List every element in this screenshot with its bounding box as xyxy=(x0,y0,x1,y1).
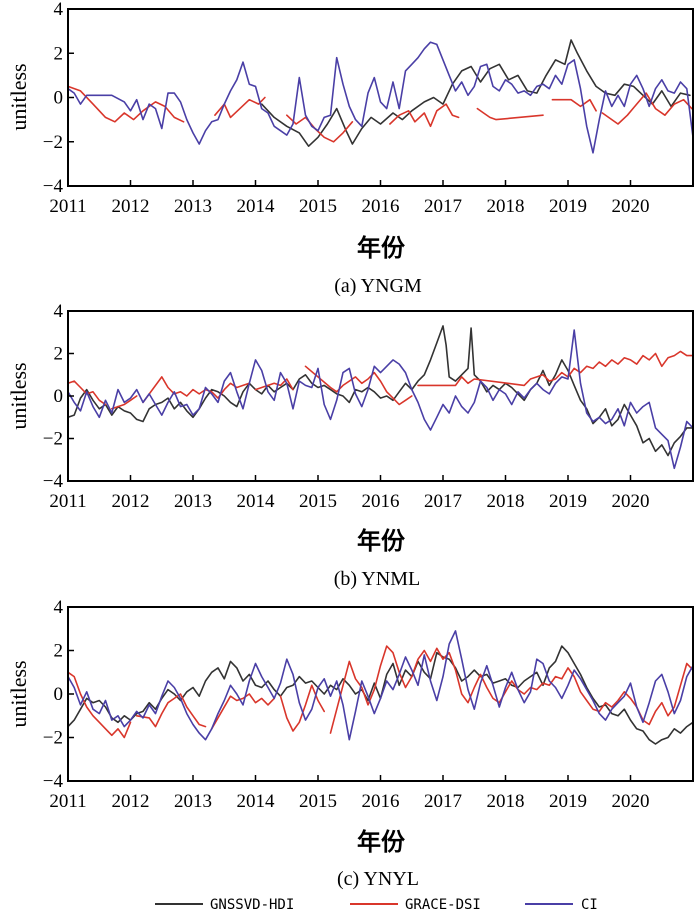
panel-b-xtick-label: 2012 xyxy=(112,491,150,512)
panel-a-ylabel: unitless xyxy=(6,63,31,130)
panel-b-caption: (b) YNML xyxy=(334,568,420,590)
panel-b-xtick-label: 2019 xyxy=(549,491,587,512)
panel-b-xtick-label: 2020 xyxy=(612,491,650,512)
panel-c-xtick-label: 2013 xyxy=(174,791,212,812)
panel-a-xlabel: 年份 xyxy=(357,234,406,262)
panel-a-xtick-label: 2014 xyxy=(237,196,276,217)
panel-c-ytick-label: 0 xyxy=(54,684,64,705)
panel-a-xtick-label: 2016 xyxy=(362,196,400,217)
panel-c-ytick-label: −4 xyxy=(43,771,64,792)
panel-a-ytick-label: 0 xyxy=(54,88,64,109)
panel-a-xtick-label: 2011 xyxy=(49,196,86,217)
panel-c-ytick-label: −2 xyxy=(43,728,63,749)
panel-a-series-gnssvd-hdi xyxy=(260,39,691,147)
panel-a-series xyxy=(67,39,694,154)
panel-c-xtick-label: 2017 xyxy=(424,791,462,812)
panel-a-xtick-label: 2020 xyxy=(612,196,650,217)
panel-a-ytick-label: −4 xyxy=(43,176,64,197)
panel-c-xlabel: 年份 xyxy=(357,828,406,856)
panel-c-xtick-label: 2015 xyxy=(299,791,337,812)
panel-a-xtick-label: 2013 xyxy=(174,196,212,217)
panel-a-series-grace-dsi xyxy=(67,85,693,143)
panel-c-xtick-label: 2020 xyxy=(612,791,650,812)
panel-a-xtick-label: 2018 xyxy=(487,196,525,217)
panel-b-series-gnssvd-hdi xyxy=(67,325,694,457)
panel-c-caption: (c) YNYL xyxy=(337,868,419,890)
panel-b-ytick-label: −4 xyxy=(43,471,64,492)
legend: GNSSVD-HDI GRACE-DSI CI xyxy=(155,897,598,913)
panel-b-frame xyxy=(67,310,694,482)
panel-c-series xyxy=(67,630,694,745)
panel-a-xtick-label: 2015 xyxy=(299,196,337,217)
panel-c-xtick-label: 2011 xyxy=(49,791,86,812)
panel-c-ytick-label: 2 xyxy=(54,641,64,662)
panel-b-ytick-label: −2 xyxy=(43,429,63,450)
panel-a-xtick-label: 2019 xyxy=(549,196,587,217)
panel-b-series-ci xyxy=(67,329,694,470)
panel-b-series-grace-dsi xyxy=(67,350,694,410)
panel-a-xtick-label: 2012 xyxy=(112,196,150,217)
panel-b-xtick-label: 2014 xyxy=(237,491,276,512)
legend-label-ci: CI xyxy=(581,897,598,913)
panel-b-xlabel: 年份 xyxy=(357,527,406,555)
panel-b-ytick-label: 4 xyxy=(54,301,64,322)
panel-b-series xyxy=(67,325,694,470)
panel-c-xtick-label: 2012 xyxy=(112,791,150,812)
legend-label-grace-dsi: GRACE-DSI xyxy=(405,897,481,913)
panel-b-xtick-label: 2015 xyxy=(299,491,337,512)
panel-c-xtick-label: 2018 xyxy=(487,791,525,812)
panel-b-ytick-label: 2 xyxy=(54,344,64,365)
panel-a-frame xyxy=(67,8,694,187)
panel-a-ytick-label: 4 xyxy=(54,0,64,20)
panel-a-ytick-label: −2 xyxy=(43,132,63,153)
panel-b-xtick-label: 2016 xyxy=(362,491,400,512)
panel-b-xtick-label: 2011 xyxy=(49,491,86,512)
panel-c-series-grace-dsi xyxy=(67,645,694,739)
legend-label-gnssvd-hdi: GNSSVD-HDI xyxy=(210,897,294,913)
panel-b-xtick-label: 2017 xyxy=(424,491,462,512)
panel-c-xtick-label: 2016 xyxy=(362,791,400,812)
panel-c-ylabel: unitless xyxy=(6,660,31,727)
panel-c-ytick-label: 4 xyxy=(54,597,64,618)
panel-b-xtick-label: 2018 xyxy=(487,491,525,512)
panel-a-caption: (a) YNGM xyxy=(334,275,422,297)
panel-c-xtick-label: 2014 xyxy=(237,791,276,812)
panel-c-xtick-label: 2019 xyxy=(549,791,587,812)
panel-a-series-ci xyxy=(67,41,694,154)
panel-b-ytick-label: 0 xyxy=(54,386,64,407)
panel-b-ylabel: unitless xyxy=(6,362,31,429)
panel-c-frame xyxy=(67,606,694,782)
panel-c-series-ci xyxy=(67,630,694,741)
panel-a-ytick-label: 2 xyxy=(54,43,64,64)
panel-b-xtick-label: 2013 xyxy=(174,491,212,512)
panel-a-xtick-label: 2017 xyxy=(424,196,462,217)
